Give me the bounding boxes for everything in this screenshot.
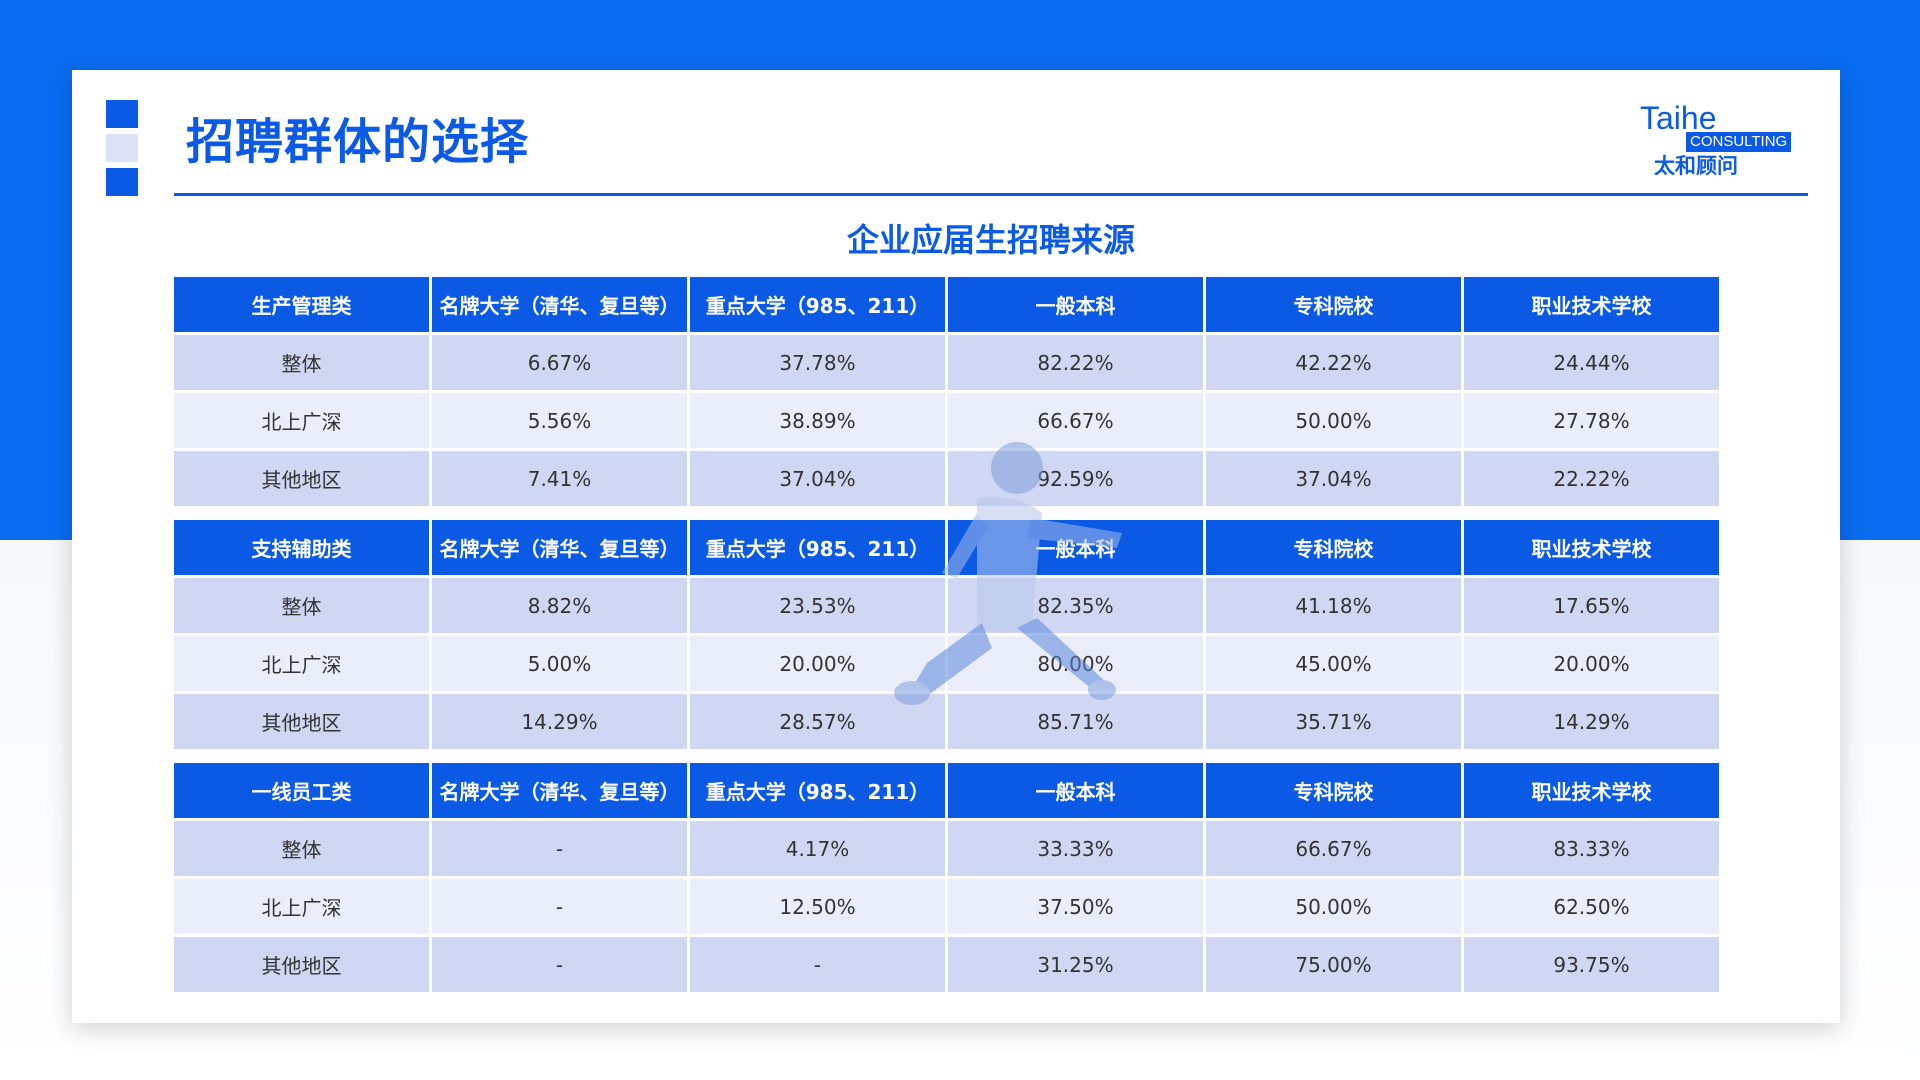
row-label: 其他地区 [174, 451, 429, 506]
table-cell: - [432, 879, 687, 934]
table-cell: 66.67% [1206, 821, 1461, 876]
table-cell: 12.50% [690, 879, 945, 934]
table-cell: 50.00% [1206, 879, 1461, 934]
header-general-undergraduate: 一般本科 [948, 277, 1203, 332]
row-label: 整体 [174, 578, 429, 633]
table-cell: 5.00% [432, 636, 687, 691]
table-cell: 35.71% [1206, 694, 1461, 749]
table-cell: 62.50% [1464, 879, 1719, 934]
table-cell: 24.44% [1464, 335, 1719, 390]
row-label: 其他地区 [174, 694, 429, 749]
logo-chinese-name: 太和顾问 [1654, 154, 1738, 178]
table-cell: 37.04% [690, 451, 945, 506]
table-row: 整体 6.67% 37.78% 82.22% 42.22% 24.44% [174, 335, 1721, 390]
table-cell: 14.29% [1464, 694, 1719, 749]
table-cell: 5.56% [432, 393, 687, 448]
table-cell: 82.22% [948, 335, 1203, 390]
table-cell: 37.50% [948, 879, 1203, 934]
header-key-university: 重点大学（985、211） [690, 763, 945, 818]
table-header-row: 生产管理类 名牌大学（清华、复旦等） 重点大学（985、211） 一般本科 专科… [174, 277, 1721, 332]
table-cell: 41.18% [1206, 578, 1461, 633]
header-general-undergraduate: 一般本科 [948, 763, 1203, 818]
table-cell: 38.89% [690, 393, 945, 448]
table-title: 企业应届生招聘来源 [846, 221, 1135, 259]
table-cell: 93.75% [1464, 937, 1719, 992]
table-row: 北上广深 5.00% 20.00% 80.00% 45.00% 20.00% [174, 636, 1721, 691]
title-divider [174, 193, 1808, 196]
header-key-university: 重点大学（985、211） [690, 520, 945, 575]
logo-consulting-tag: CONSULTING [1686, 132, 1792, 152]
slide-card: 招聘群体的选择 Taihe CONSULTING 太和顾问 企业应届生招聘来源 … [72, 70, 1840, 1023]
logo-wordmark: Taihe [1640, 100, 1717, 136]
header-junior-college: 专科院校 [1206, 763, 1461, 818]
table-row: 北上广深 5.56% 38.89% 66.67% 50.00% 27.78% [174, 393, 1721, 448]
table-cell: 50.00% [1206, 393, 1461, 448]
row-label: 整体 [174, 335, 429, 390]
table-header-row: 一线员工类 名牌大学（清华、复旦等） 重点大学（985、211） 一般本科 专科… [174, 763, 1721, 818]
table-cell: 20.00% [1464, 636, 1719, 691]
table-cell: 85.71% [948, 694, 1203, 749]
table-cell: - [432, 937, 687, 992]
table-cell: 92.59% [948, 451, 1203, 506]
table-cell: 22.22% [1464, 451, 1719, 506]
header-vocational-school: 职业技术学校 [1464, 763, 1719, 818]
table-cell: 37.78% [690, 335, 945, 390]
table-cell: 83.33% [1464, 821, 1719, 876]
row-label: 整体 [174, 821, 429, 876]
row-label: 其他地区 [174, 937, 429, 992]
table-row: 其他地区 - - 31.25% 75.00% 93.75% [174, 937, 1721, 992]
table-cell: 75.00% [1206, 937, 1461, 992]
header-junior-college: 专科院校 [1206, 520, 1461, 575]
header-famous-university: 名牌大学（清华、复旦等） [432, 277, 687, 332]
table-cell: 4.17% [690, 821, 945, 876]
header-category: 一线员工类 [174, 763, 429, 818]
page-title: 招聘群体的选择 [186, 114, 530, 170]
table-cell: 23.53% [690, 578, 945, 633]
title-deco-square [106, 168, 138, 196]
table-row: 整体 - 4.17% 33.33% 66.67% 83.33% [174, 821, 1721, 876]
table-cell: 37.04% [1206, 451, 1461, 506]
table-cell: - [690, 937, 945, 992]
table-cell: 45.00% [1206, 636, 1461, 691]
table-cell: 66.67% [948, 393, 1203, 448]
header-vocational-school: 职业技术学校 [1464, 520, 1719, 575]
title-deco-square [106, 134, 138, 162]
table-cell: 8.82% [432, 578, 687, 633]
table-cell: - [432, 821, 687, 876]
table-section-production: 生产管理类 名牌大学（清华、复旦等） 重点大学（985、211） 一般本科 专科… [174, 277, 1721, 506]
table-cell: 33.33% [948, 821, 1203, 876]
table-row: 北上广深 - 12.50% 37.50% 50.00% 62.50% [174, 879, 1721, 934]
header-key-university: 重点大学（985、211） [690, 277, 945, 332]
row-label: 北上广深 [174, 879, 429, 934]
row-label: 北上广深 [174, 636, 429, 691]
table-cell: 7.41% [432, 451, 687, 506]
table-section-frontline: 一线员工类 名牌大学（清华、复旦等） 重点大学（985、211） 一般本科 专科… [174, 763, 1721, 992]
running-figure-illustration [894, 442, 1122, 705]
header-category: 生产管理类 [174, 277, 429, 332]
row-label: 北上广深 [174, 393, 429, 448]
table-cell: 31.25% [948, 937, 1203, 992]
table-cell: 20.00% [690, 636, 945, 691]
table-cell: 27.78% [1464, 393, 1719, 448]
header-vocational-school: 职业技术学校 [1464, 277, 1719, 332]
company-logo: Taihe CONSULTING 太和顾问 [1640, 100, 1810, 180]
table-cell: 14.29% [432, 694, 687, 749]
header-category: 支持辅助类 [174, 520, 429, 575]
header-famous-university: 名牌大学（清华、复旦等） [432, 763, 687, 818]
header-junior-college: 专科院校 [1206, 277, 1461, 332]
header-famous-university: 名牌大学（清华、复旦等） [432, 520, 687, 575]
table-row: 其他地区 7.41% 37.04% 92.59% 37.04% 22.22% [174, 451, 1721, 506]
table-cell: 17.65% [1464, 578, 1719, 633]
table-cell: 6.67% [432, 335, 687, 390]
table-cell: 42.22% [1206, 335, 1461, 390]
title-deco-square [106, 100, 138, 128]
